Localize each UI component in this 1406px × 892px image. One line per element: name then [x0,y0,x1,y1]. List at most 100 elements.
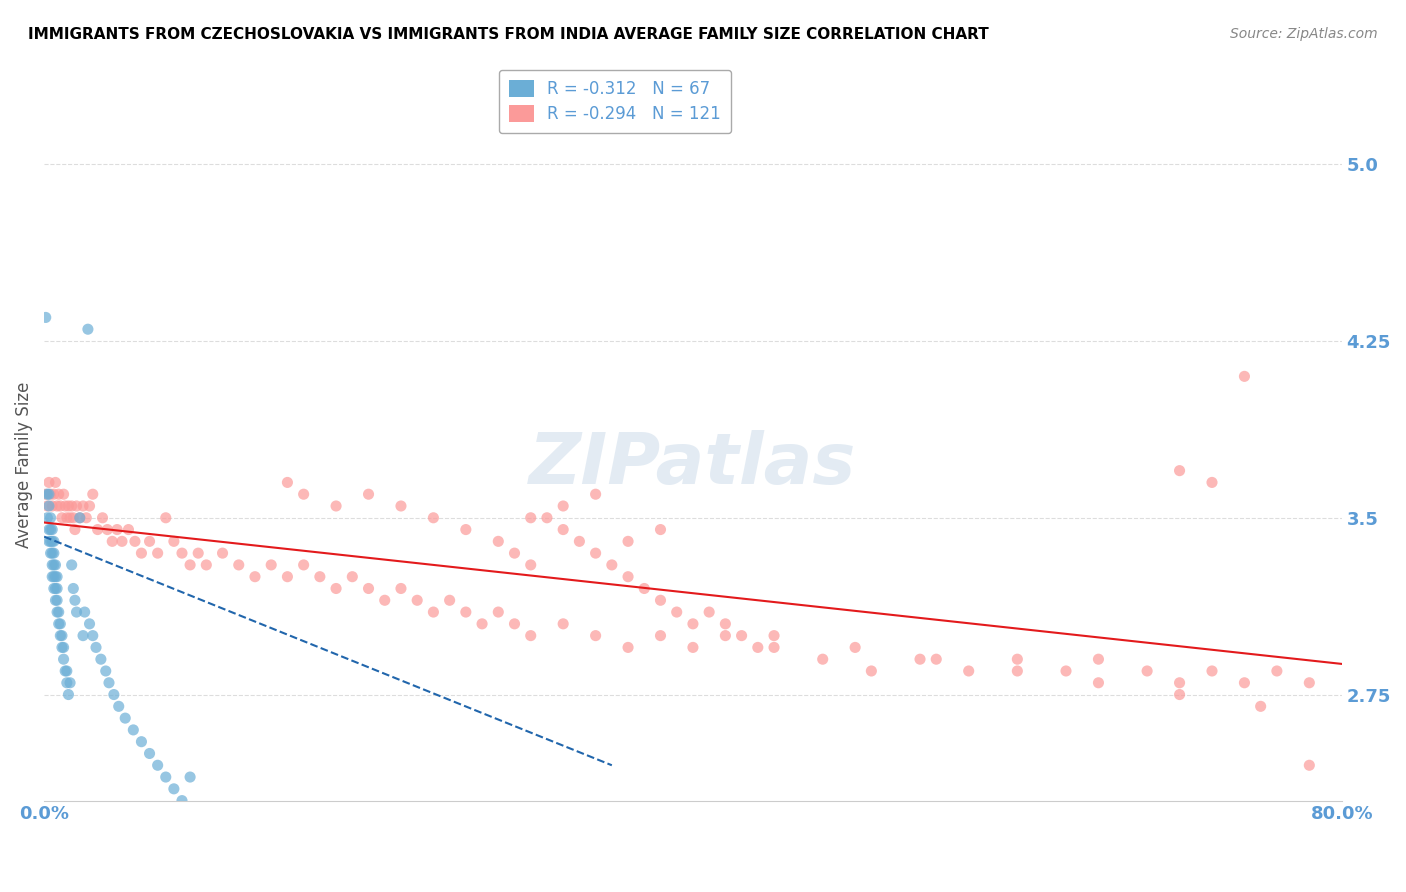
Point [228,558,250,572]
Point [52,640,75,655]
Point [65,499,87,513]
Point [357,487,380,501]
Point [56,675,79,690]
Point [146,758,169,772]
Point [138,747,160,761]
Point [37,487,59,501]
Point [325,499,347,513]
Point [52,652,75,666]
Point [1168,464,1191,478]
Point [763,640,786,655]
Point [650,523,672,537]
Point [56,510,79,524]
Point [439,593,461,607]
Point [682,616,704,631]
Point [38,534,60,549]
Point [111,534,134,549]
Point [243,570,266,584]
Point [42,558,65,572]
Point [124,534,146,549]
Point [536,510,558,524]
Point [48,487,70,501]
Point [155,770,177,784]
Point [53,499,76,513]
Point [131,734,153,748]
Point [617,570,640,584]
Point [763,629,786,643]
Point [422,605,444,619]
Point [46,570,69,584]
Point [75,510,97,524]
Point [138,534,160,549]
Point [714,616,737,631]
Point [103,688,125,702]
Point [260,558,283,572]
Point [44,475,66,490]
Point [292,487,315,501]
Point [96,523,118,537]
Point [747,640,769,655]
Point [553,616,575,631]
Point [308,570,330,584]
Point [600,558,623,572]
Point [730,629,752,643]
Point [48,616,70,631]
Point [79,499,101,513]
Point [503,616,526,631]
Point [486,605,509,619]
Point [42,582,65,596]
Point [49,499,72,513]
Point [44,582,66,596]
Point [62,510,84,524]
Point [1233,675,1256,690]
Point [39,523,62,537]
Point [1201,664,1223,678]
Text: ZIPatlas: ZIPatlas [529,430,856,500]
Point [1250,699,1272,714]
Point [122,723,145,737]
Point [1087,652,1109,666]
Point [211,546,233,560]
Point [1007,652,1029,666]
Point [276,570,298,584]
Point [46,605,69,619]
Point [179,558,201,572]
Point [389,582,412,596]
Point [98,675,121,690]
Point [163,534,186,549]
Point [471,616,494,631]
Point [682,640,704,655]
Point [519,629,541,643]
Point [811,652,834,666]
Point [633,582,655,596]
Point [146,546,169,560]
Point [1168,675,1191,690]
Point [49,629,72,643]
Point [844,640,866,655]
Point [38,523,60,537]
Point [650,593,672,607]
Point [69,510,91,524]
Point [1201,475,1223,490]
Point [1298,675,1320,690]
Point [35,310,58,325]
Point [94,664,117,678]
Point [568,534,591,549]
Point [519,558,541,572]
Point [454,523,477,537]
Point [51,510,73,524]
Point [38,499,60,513]
Point [44,593,66,607]
Point [77,322,100,336]
Point [585,546,607,560]
Point [585,487,607,501]
Point [195,558,218,572]
Point [1007,664,1029,678]
Point [42,570,65,584]
Point [519,510,541,524]
Point [58,499,80,513]
Point [65,605,87,619]
Point [1298,758,1320,772]
Point [585,629,607,643]
Text: Source: ZipAtlas.com: Source: ZipAtlas.com [1230,27,1378,41]
